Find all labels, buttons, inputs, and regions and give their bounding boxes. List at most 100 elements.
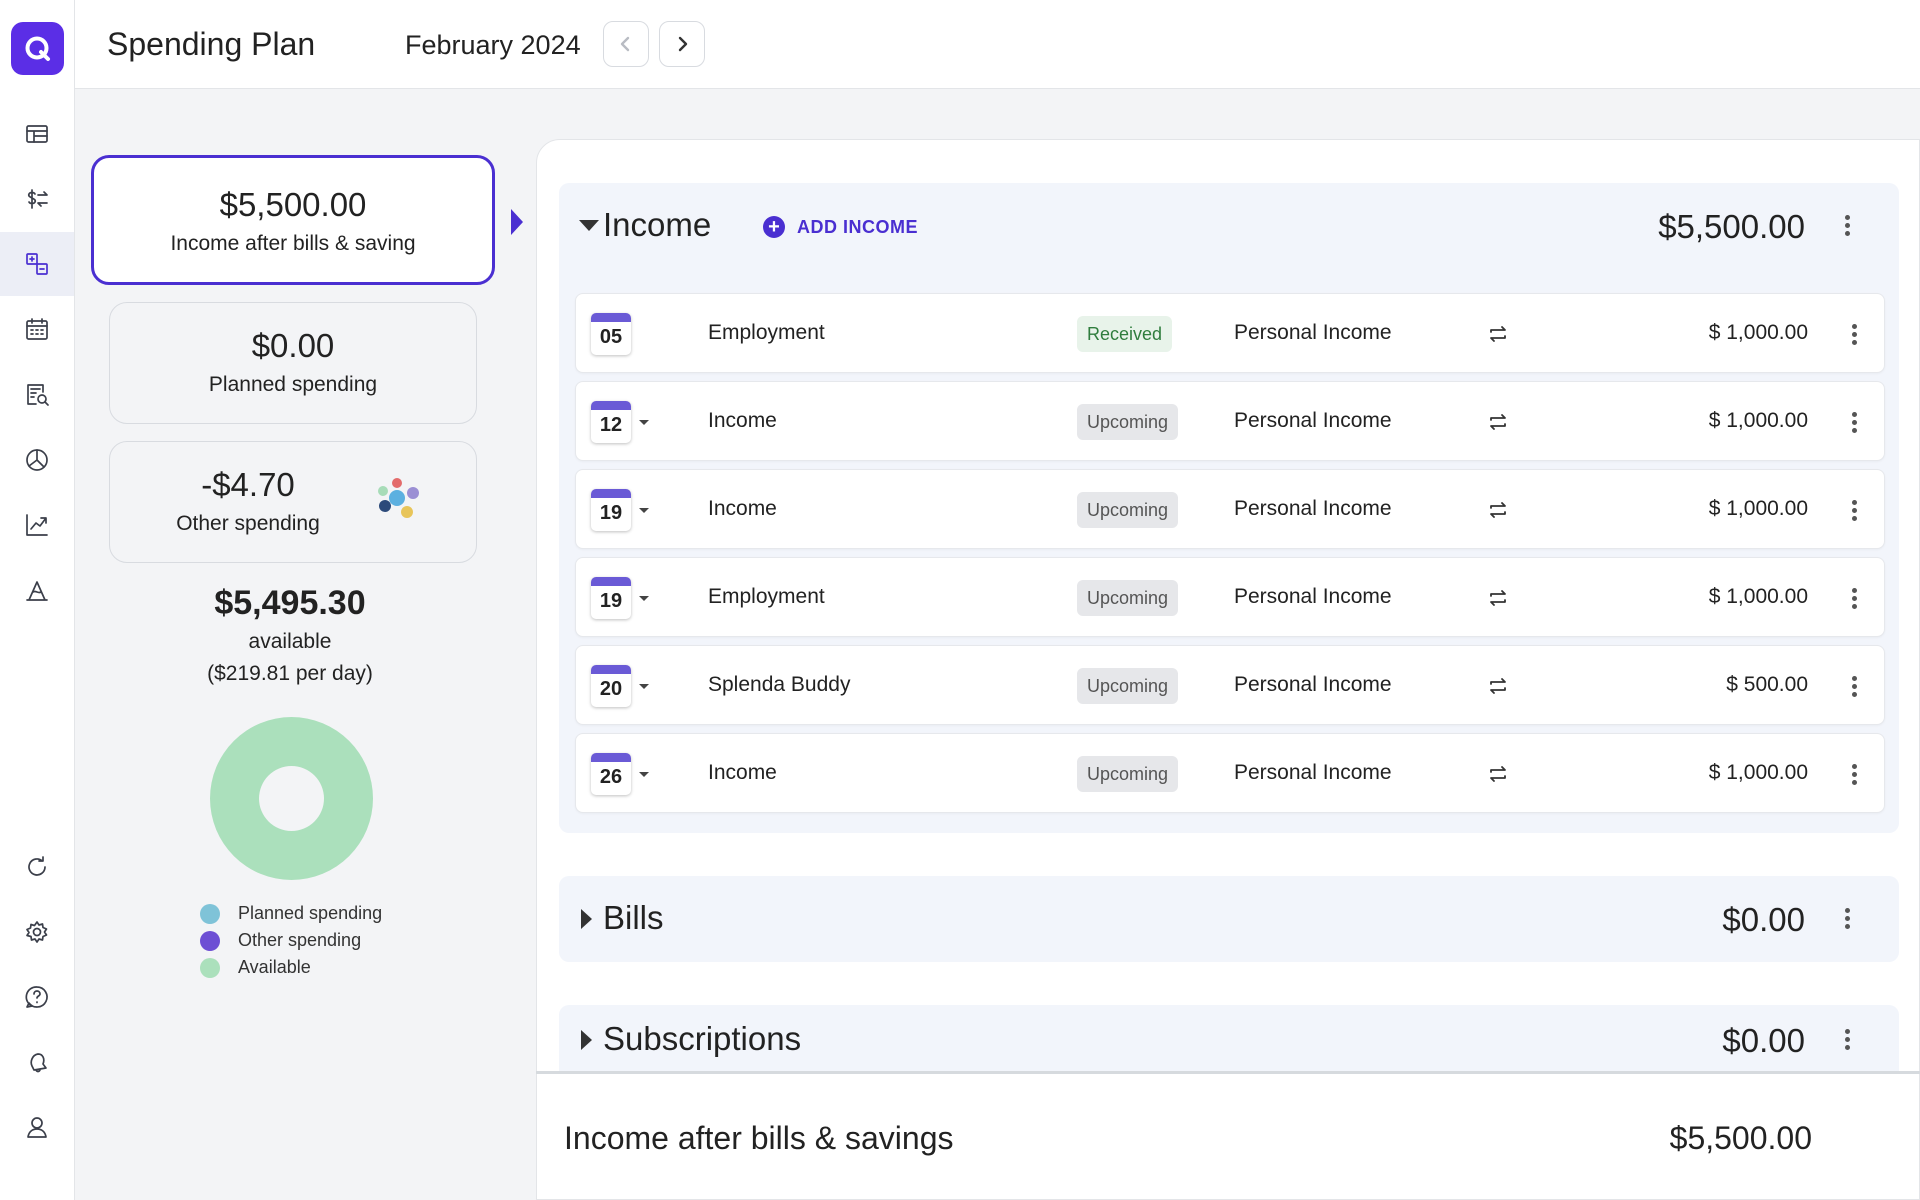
recurring-icon[interactable]	[1486, 586, 1510, 610]
plus-circle-icon: +	[763, 216, 785, 238]
collapse-income-caret-icon[interactable]	[579, 220, 599, 231]
row-name: Employment	[708, 585, 825, 608]
income-row[interactable]: 19 Income Upcoming Personal Income $ 1,0…	[575, 469, 1885, 549]
planned-spending-card[interactable]: $0.00 Planned spending	[109, 302, 477, 424]
income-row[interactable]: 12 Income Upcoming Personal Income $ 1,0…	[575, 381, 1885, 461]
income-row[interactable]: 19 Employment Upcoming Personal Income $…	[575, 557, 1885, 637]
row-amount[interactable]: $ 1,000.00	[1708, 409, 1808, 432]
row-more-icon[interactable]	[1842, 583, 1866, 613]
row-name: Income	[708, 761, 777, 784]
reports-icon[interactable]	[0, 362, 74, 426]
row-category[interactable]: Personal Income	[1234, 321, 1392, 344]
income-row[interactable]: 26 Income Upcoming Personal Income $ 1,0…	[575, 733, 1885, 813]
recurring-icon[interactable]	[1486, 322, 1510, 346]
income-section-header: Income + ADD INCOME $5,500.00	[559, 183, 1899, 269]
recurring-icon[interactable]	[1486, 674, 1510, 698]
row-day: 20	[599, 678, 623, 700]
income-summary-amount: $5,500.00	[219, 186, 367, 223]
subscriptions-section: Subscriptions $0.00	[559, 1005, 1899, 1073]
investments-icon[interactable]	[0, 428, 74, 492]
row-more-icon[interactable]	[1842, 759, 1866, 789]
available-amount: $5,495.30	[214, 584, 366, 622]
selected-card-pointer	[511, 209, 523, 235]
date-dropdown-icon[interactable]	[639, 772, 649, 777]
income-section: Income + ADD INCOME $5,500.00 05 Employm…	[559, 183, 1899, 833]
bills-section-more-icon[interactable]	[1835, 903, 1859, 933]
row-name: Income	[708, 497, 777, 520]
expand-subscriptions-caret-icon[interactable]	[581, 1030, 592, 1050]
calendar-date-icon: 19	[591, 489, 631, 531]
date-dropdown-icon[interactable]	[639, 420, 649, 425]
bills-section: Bills $0.00	[559, 876, 1899, 962]
previous-month-button[interactable]	[603, 21, 649, 67]
expand-bills-caret-icon[interactable]	[581, 909, 592, 929]
legend-item: Other spending	[200, 927, 382, 954]
row-name: Employment	[708, 321, 825, 344]
spending-donut-chart	[210, 717, 373, 880]
settings-icon[interactable]	[0, 900, 74, 964]
planned-spending-amount: $0.00	[251, 327, 335, 364]
profile-icon[interactable]	[0, 1095, 74, 1159]
income-row[interactable]: 20 Splenda Buddy Upcoming Personal Incom…	[575, 645, 1885, 725]
status-badge: Upcoming	[1077, 492, 1179, 528]
row-more-icon[interactable]	[1842, 319, 1866, 349]
row-more-icon[interactable]	[1842, 495, 1866, 525]
row-more-icon[interactable]	[1842, 407, 1866, 437]
row-category[interactable]: Personal Income	[1234, 409, 1392, 432]
income-section-title[interactable]: Income	[603, 206, 712, 243]
legend-label: Planned spending	[238, 903, 383, 923]
date-dropdown-icon[interactable]	[639, 596, 649, 601]
row-category[interactable]: Personal Income	[1234, 497, 1392, 520]
help-icon[interactable]	[0, 965, 74, 1029]
legend-label: Other spending	[238, 930, 362, 950]
row-amount[interactable]: $ 1,000.00	[1708, 497, 1808, 520]
row-amount[interactable]: $ 500.00	[1726, 673, 1808, 696]
calendar-date-icon: 19	[591, 577, 631, 619]
spending-plan-icon[interactable]	[0, 232, 74, 296]
footer-label: Income after bills & savings	[564, 1120, 954, 1156]
other-spending-card[interactable]: -$4.70 Other spending	[109, 441, 477, 563]
row-name: Income	[708, 409, 777, 432]
bills-section-title[interactable]: Bills	[603, 899, 664, 936]
footer-divider	[536, 1071, 1920, 1074]
page-title: Spending Plan	[107, 26, 316, 62]
row-amount[interactable]: $ 1,000.00	[1708, 761, 1808, 784]
subscriptions-section-more-icon[interactable]	[1835, 1024, 1859, 1054]
row-category[interactable]: Personal Income	[1234, 761, 1392, 784]
subscriptions-section-title[interactable]: Subscriptions	[603, 1020, 802, 1057]
planning-icon[interactable]	[0, 558, 74, 622]
date-dropdown-icon[interactable]	[639, 508, 649, 513]
recurring-icon[interactable]	[1486, 410, 1510, 434]
recurring-icon[interactable]	[1486, 498, 1510, 522]
row-more-icon[interactable]	[1842, 671, 1866, 701]
status-badge: Upcoming	[1077, 668, 1179, 704]
available-label: available	[248, 630, 332, 653]
row-amount[interactable]: $ 1,000.00	[1708, 585, 1808, 608]
trends-icon[interactable]	[0, 493, 74, 557]
recurring-icon[interactable]	[1486, 762, 1510, 786]
income-row[interactable]: 05 Employment Received Personal Income $…	[575, 293, 1885, 373]
income-section-more-icon[interactable]	[1835, 210, 1859, 240]
income-summary-card[interactable]: $5,500.00 Income after bills & saving	[91, 155, 495, 285]
notifications-icon[interactable]	[0, 1030, 74, 1094]
date-dropdown-icon[interactable]	[639, 684, 649, 689]
add-income-label: ADD INCOME	[797, 216, 918, 237]
row-amount[interactable]: $ 1,000.00	[1708, 321, 1808, 344]
row-category[interactable]: Personal Income	[1234, 585, 1392, 608]
refresh-icon[interactable]	[0, 835, 74, 899]
other-spending-amount: -$4.70	[201, 466, 295, 503]
row-day: 19	[599, 590, 623, 612]
plan-details-panel: Income + ADD INCOME $5,500.00 05 Employm…	[536, 139, 1920, 1200]
transactions-icon[interactable]	[0, 167, 74, 231]
status-badge: Upcoming	[1077, 756, 1179, 792]
row-category[interactable]: Personal Income	[1234, 673, 1392, 696]
chevron-right-icon	[678, 36, 688, 52]
legend-item: Available	[200, 954, 382, 981]
calendar-icon[interactable]	[0, 297, 74, 361]
next-month-button[interactable]	[659, 21, 705, 67]
add-income-button[interactable]: + ADD INCOME	[763, 216, 918, 238]
status-badge: Upcoming	[1077, 404, 1179, 440]
dashboard-icon[interactable]	[0, 102, 74, 166]
row-day: 12	[599, 414, 623, 436]
logo-icon[interactable]	[11, 22, 64, 75]
